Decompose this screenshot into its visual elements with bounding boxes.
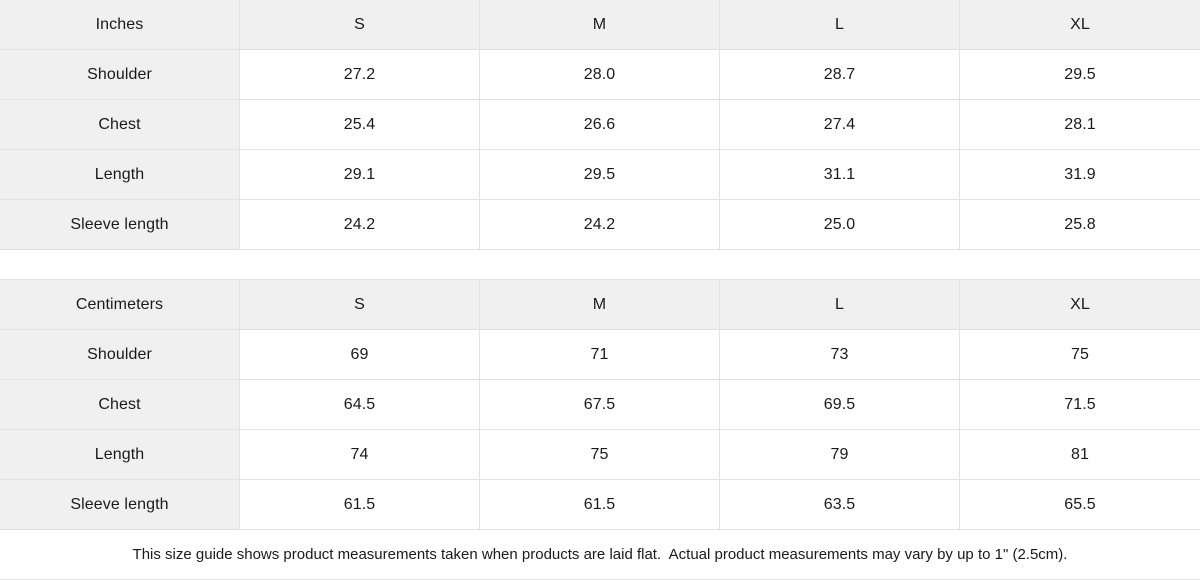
row-label-cell: Length xyxy=(0,150,240,199)
value-cell: 27.4 xyxy=(720,100,960,149)
row-label-cell: Chest xyxy=(0,380,240,429)
row-label-cell: Length xyxy=(0,430,240,479)
value-cell: 75 xyxy=(960,330,1200,379)
table-row-sleeve-length: Sleeve length 24.2 24.2 25.0 25.8 xyxy=(0,200,1200,250)
unit-header-cell: Centimeters xyxy=(0,280,240,329)
value-cell: 28.7 xyxy=(720,50,960,99)
table-row-sleeve-length: Sleeve length 61.5 61.5 63.5 65.5 xyxy=(0,480,1200,530)
value-cell: 64.5 xyxy=(240,380,480,429)
table-spacer xyxy=(0,250,1200,280)
value-cell: 74 xyxy=(240,430,480,479)
value-cell: 25.4 xyxy=(240,100,480,149)
table-row-length: Length 29.1 29.5 31.1 31.9 xyxy=(0,150,1200,200)
inches-header-row: Inches S M L XL xyxy=(0,0,1200,50)
size-header-cell-m: M xyxy=(480,0,720,49)
size-header-cell-xl: XL xyxy=(960,0,1200,49)
value-cell: 26.6 xyxy=(480,100,720,149)
value-cell: 81 xyxy=(960,430,1200,479)
row-label-cell: Chest xyxy=(0,100,240,149)
table-row-chest: Chest 25.4 26.6 27.4 28.1 xyxy=(0,100,1200,150)
value-cell: 31.1 xyxy=(720,150,960,199)
value-cell: 27.2 xyxy=(240,50,480,99)
value-cell: 25.0 xyxy=(720,200,960,249)
unit-header-cell: Inches xyxy=(0,0,240,49)
inches-table: Inches S M L XL Shoulder 27.2 28.0 28.7 … xyxy=(0,0,1200,250)
value-cell: 69.5 xyxy=(720,380,960,429)
size-header-cell-l: L xyxy=(720,280,960,329)
value-cell: 61.5 xyxy=(480,480,720,529)
row-label-cell: Shoulder xyxy=(0,50,240,99)
value-cell: 75 xyxy=(480,430,720,479)
value-cell: 71.5 xyxy=(960,380,1200,429)
value-cell: 28.0 xyxy=(480,50,720,99)
row-label-cell: Shoulder xyxy=(0,330,240,379)
value-cell: 73 xyxy=(720,330,960,379)
value-cell: 24.2 xyxy=(480,200,720,249)
size-header-cell-xl: XL xyxy=(960,280,1200,329)
value-cell: 25.8 xyxy=(960,200,1200,249)
size-header-cell-l: L xyxy=(720,0,960,49)
value-cell: 29.1 xyxy=(240,150,480,199)
size-header-cell-s: S xyxy=(240,280,480,329)
centimeters-header-row: Centimeters S M L XL xyxy=(0,280,1200,330)
table-row-chest: Chest 64.5 67.5 69.5 71.5 xyxy=(0,380,1200,430)
row-label-cell: Sleeve length xyxy=(0,200,240,249)
value-cell: 71 xyxy=(480,330,720,379)
row-label-cell: Sleeve length xyxy=(0,480,240,529)
centimeters-table: Centimeters S M L XL Shoulder 69 71 73 7… xyxy=(0,280,1200,530)
value-cell: 29.5 xyxy=(960,50,1200,99)
value-cell: 69 xyxy=(240,330,480,379)
table-row-length: Length 74 75 79 81 xyxy=(0,430,1200,480)
table-row-shoulder: Shoulder 27.2 28.0 28.7 29.5 xyxy=(0,50,1200,100)
footer-note: This size guide shows product measuremen… xyxy=(0,530,1200,580)
value-cell: 29.5 xyxy=(480,150,720,199)
table-row-shoulder: Shoulder 69 71 73 75 xyxy=(0,330,1200,380)
value-cell: 61.5 xyxy=(240,480,480,529)
value-cell: 24.2 xyxy=(240,200,480,249)
value-cell: 65.5 xyxy=(960,480,1200,529)
value-cell: 63.5 xyxy=(720,480,960,529)
size-header-cell-m: M xyxy=(480,280,720,329)
value-cell: 67.5 xyxy=(480,380,720,429)
value-cell: 79 xyxy=(720,430,960,479)
value-cell: 31.9 xyxy=(960,150,1200,199)
size-header-cell-s: S xyxy=(240,0,480,49)
value-cell: 28.1 xyxy=(960,100,1200,149)
